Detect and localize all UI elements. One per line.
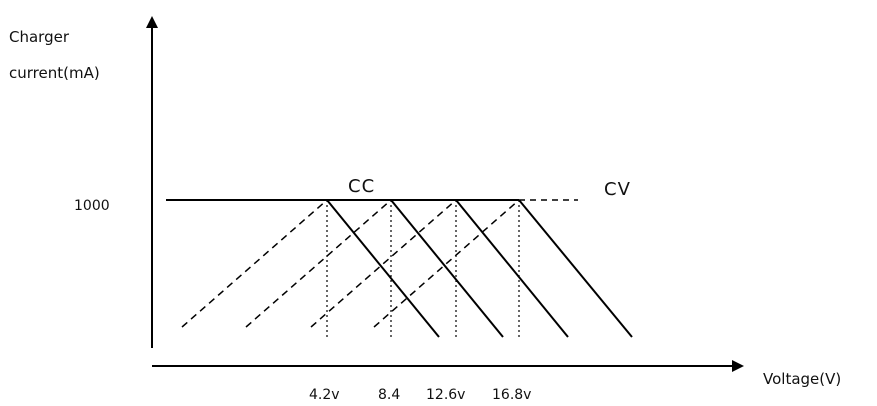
x-tick-4-2v: 4.2v: [309, 387, 340, 403]
cv-fall-4: [518, 199, 633, 338]
x-tick-12-6v: 12.6v: [426, 387, 466, 403]
cv-fall-2: [390, 199, 504, 338]
cc-mode-label: CC: [348, 176, 376, 197]
dashed-rise-2: [245, 199, 392, 328]
dashed-rise-1: [181, 199, 328, 328]
dashed-rise-3: [310, 199, 457, 328]
cv-fall-1: [326, 199, 440, 338]
y-axis-label-line2: current(mA): [9, 64, 100, 82]
y-axis-label-line1: Charger: [9, 28, 69, 46]
y-tick-1000: 1000: [74, 198, 110, 214]
x-tick-8-4: 8.4: [378, 387, 401, 403]
x-tick-16-8v: 16.8v: [492, 387, 532, 403]
dashed-rise-4: [373, 199, 520, 328]
cv-fall-3: [455, 199, 569, 338]
cv-mode-label: CV: [604, 179, 631, 200]
x-axis-label: Voltage(V): [763, 370, 842, 388]
